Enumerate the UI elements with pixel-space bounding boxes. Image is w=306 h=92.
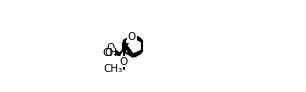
Text: CH₃: CH₃ bbox=[103, 48, 122, 58]
Text: O: O bbox=[119, 57, 128, 67]
Text: CH₃: CH₃ bbox=[103, 64, 123, 74]
Text: O: O bbox=[128, 32, 136, 42]
Text: O: O bbox=[107, 43, 115, 53]
Text: O: O bbox=[105, 48, 113, 58]
